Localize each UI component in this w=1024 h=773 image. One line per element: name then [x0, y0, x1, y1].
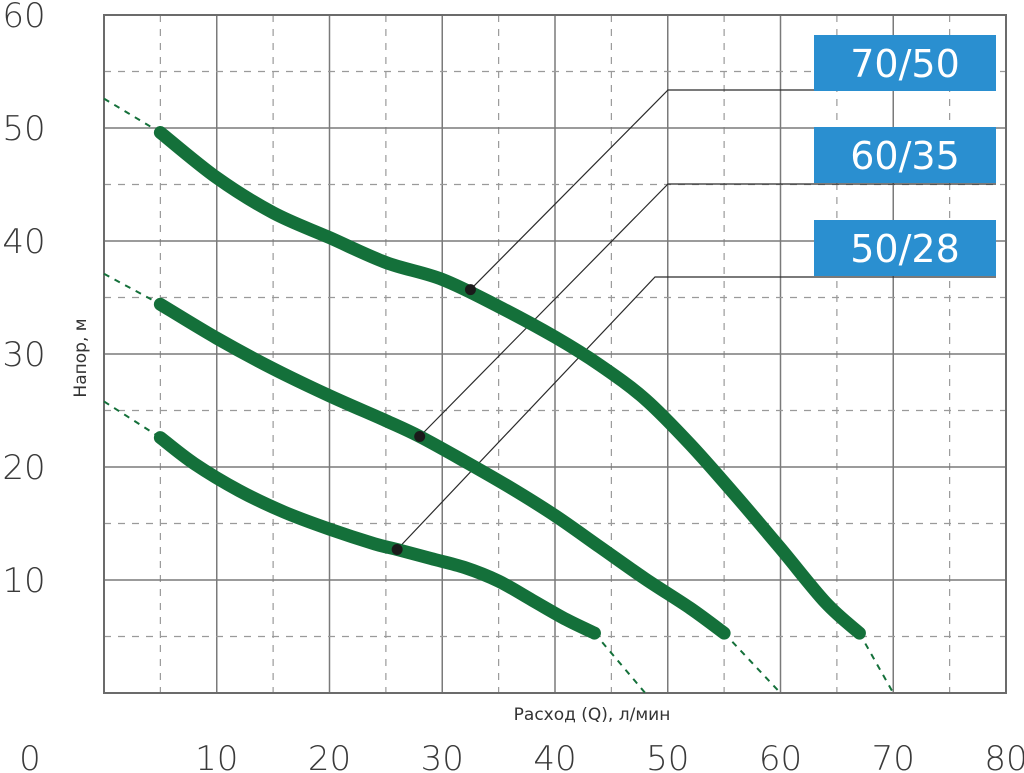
badge-label-60/35: 60/35: [850, 134, 960, 178]
x-tick-label: 80: [984, 739, 1024, 773]
x-tick-label: 40: [533, 739, 576, 773]
x-tick-labels: 0 10 20 30 40 50 60 70 80: [19, 739, 1024, 773]
y-tick-label: 50: [2, 109, 45, 149]
leader-line-60/35: [419, 183, 996, 437]
series-badges: 70/50 60/35 50/28: [814, 35, 996, 276]
badge-70/50: [814, 35, 996, 91]
curve-60/35: [153, 297, 731, 640]
y-tick-labels: 10 20 30 40 50 60: [2, 0, 45, 601]
badge-60/35: [814, 127, 996, 183]
y-tick-label: 20: [2, 448, 45, 488]
marker-50/28: [391, 543, 403, 555]
grid: [104, 15, 1006, 693]
y-tick-label: 30: [2, 335, 45, 375]
marker-70/50: [464, 284, 476, 296]
x-tick-label: 20: [308, 739, 351, 773]
curve-extrapolation-end: [723, 632, 782, 694]
y-tick-label: 60: [2, 0, 45, 36]
x-tick-label: 0: [19, 739, 41, 773]
x-tick-label: 10: [195, 739, 238, 773]
y-axis-label: Напор, м: [71, 318, 91, 397]
curve-extrapolation-start: [103, 400, 161, 439]
leader-line-50/28: [396, 276, 996, 550]
x-tick-label: 60: [759, 739, 802, 773]
curve-extrapolation-end: [593, 632, 646, 694]
curve-markers: [391, 284, 476, 555]
badge-50/28: [814, 220, 996, 276]
badge-label-70/50: 70/50: [850, 42, 960, 86]
x-tick-label: 30: [421, 739, 464, 773]
curve-extrapolation-end: [858, 632, 895, 694]
x-tick-label: 70: [872, 739, 915, 773]
curve-70/50: [153, 126, 866, 640]
x-tick-label: 50: [646, 739, 689, 773]
curve-extrapolation-start: [103, 272, 161, 306]
y-tick-label: 40: [2, 222, 45, 262]
marker-60/35: [414, 430, 426, 442]
plot-frame: [103, 14, 1007, 694]
x-axis-label: Расход (Q), л/мин: [514, 705, 671, 725]
y-tick-label: 10: [2, 561, 45, 601]
badge-label-50/28: 50/28: [850, 227, 960, 271]
